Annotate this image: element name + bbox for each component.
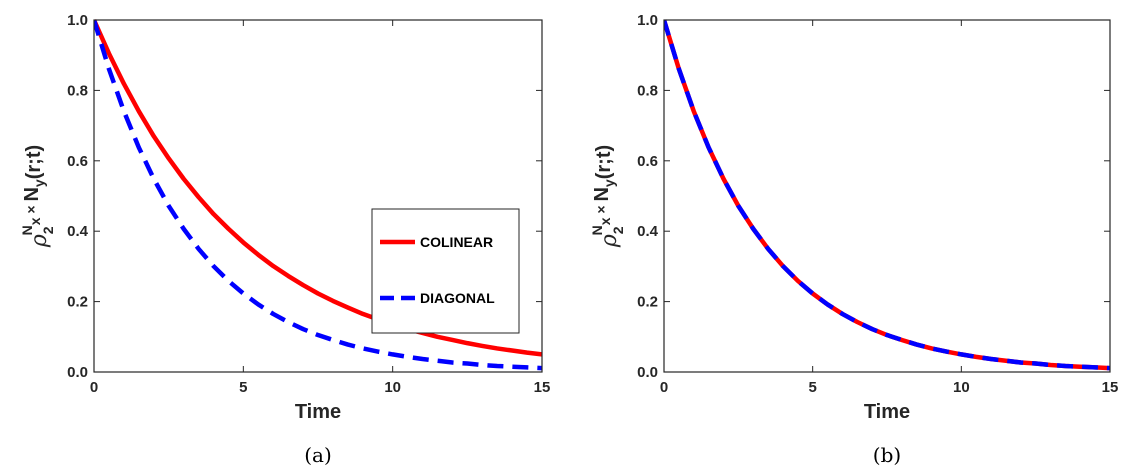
- y-tick-label: 0.8: [637, 82, 658, 99]
- y-axis-title-tail: (r;t): [593, 145, 615, 179]
- y-tick-label: 0.6: [637, 153, 658, 170]
- y-axis-title-rho: ρ: [27, 234, 52, 248]
- y-axis-title-rho: ρ: [597, 234, 622, 248]
- series-line-dashed-1: [664, 19, 1110, 371]
- series-line-diagonal: [94, 19, 542, 371]
- y-axis-title-sub: 2: [610, 226, 626, 234]
- x-tick-label: 0: [660, 379, 668, 396]
- legend: COLINEAR DIAGONAL: [371, 208, 520, 334]
- y-axis-title-n: N: [21, 187, 43, 201]
- x-tick-label: 10: [384, 379, 401, 396]
- x-tick-label: 5: [239, 379, 247, 396]
- x-tick-label: 0: [90, 379, 98, 396]
- y-axis-title-nsub: y: [601, 179, 617, 187]
- y-tick-label: 0.0: [67, 364, 88, 381]
- y-axis-title-n: N: [591, 187, 613, 201]
- y-tick-label: 0.0: [637, 364, 658, 381]
- y-axis-title-nsub: y: [31, 179, 47, 187]
- y-axis-title-sup: N: [589, 225, 605, 235]
- y-tick-label: 0.2: [67, 294, 88, 311]
- y-tick-label: 0.8: [67, 82, 88, 99]
- y-axis-title-times: ×: [593, 202, 609, 218]
- axes-frame: [93, 19, 543, 373]
- panel-caption: (b): [873, 443, 901, 467]
- panel-caption: (a): [304, 443, 332, 467]
- series-line-colinear: [94, 19, 542, 357]
- y-axis-title-times: ×: [23, 202, 39, 218]
- x-axis-title: Time: [864, 401, 910, 423]
- x-tick-label: 5: [808, 379, 816, 396]
- legend-label-colinear: COLINEAR: [420, 234, 493, 250]
- x-tick-label: 10: [953, 379, 970, 396]
- y-axis-title: ρ2Nx × Ny(r;t): [589, 145, 626, 248]
- series-group: [94, 19, 542, 371]
- axes-frame: [663, 19, 1111, 373]
- y-tick-label: 0.4: [67, 223, 89, 240]
- legend-box: [371, 208, 520, 334]
- y-axis-title: ρ2Nx × Ny(r;t): [19, 145, 56, 248]
- series-group: [664, 19, 1110, 371]
- y-tick-label: 0.4: [637, 223, 659, 240]
- y-axis-title-sub2: x: [27, 217, 43, 225]
- y-axis-title-sub: 2: [40, 226, 56, 234]
- x-tick-label: 15: [534, 379, 551, 396]
- y-axis-title-sub2: x: [597, 217, 613, 225]
- y-tick-label: 0.6: [67, 153, 88, 170]
- legend-label-diagonal: DIAGONAL: [420, 290, 495, 306]
- y-axis-title-sup: N: [19, 225, 35, 235]
- y-tick-label: 0.2: [637, 294, 658, 311]
- y-tick-label: 1.0: [637, 12, 658, 29]
- x-tick-label: 15: [1102, 379, 1119, 396]
- plot-area: [664, 20, 1110, 372]
- y-tick-label: 1.0: [67, 12, 88, 29]
- x-axis-title: Time: [295, 401, 341, 423]
- y-axis-title-tail: (r;t): [23, 145, 45, 179]
